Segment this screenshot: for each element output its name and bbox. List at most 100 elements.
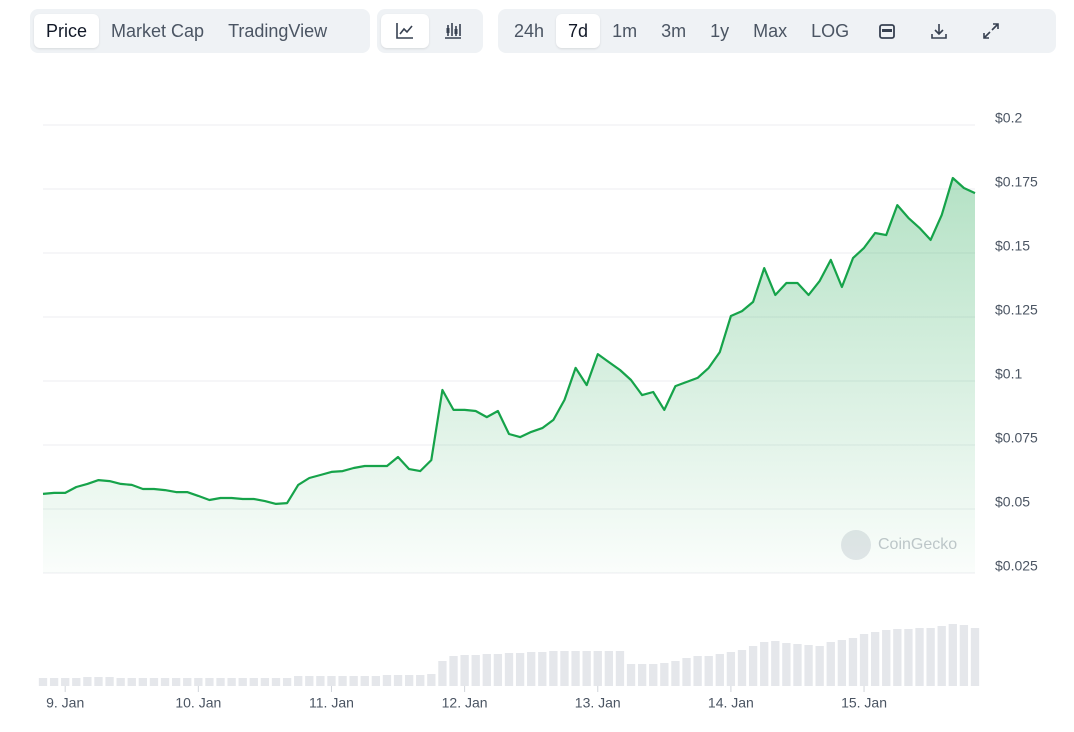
- volume-bar: [649, 664, 658, 686]
- volume-bar: [893, 629, 902, 686]
- y-tick-label: $0.05: [995, 494, 1030, 510]
- view-tab[interactable]: Price: [34, 14, 100, 48]
- view-tab[interactable]: TradingView: [228, 20, 328, 41]
- volume-bar: [305, 676, 314, 686]
- area: [43, 178, 975, 573]
- volume-bar: [660, 663, 669, 686]
- volume-bar: [549, 651, 558, 686]
- volume-bar: [826, 642, 835, 686]
- range-tab[interactable]: 24h: [514, 20, 545, 41]
- volume-bar: [637, 664, 647, 686]
- range-tab[interactable]: 7d: [556, 14, 601, 48]
- x-tick-label: 12. Jan: [442, 695, 488, 711]
- volume-bar: [593, 651, 602, 686]
- range-tabs: 24h 7d 1m 3m 1y Max LOG: [498, 9, 1056, 53]
- volume-bar: [171, 678, 181, 686]
- chart-style-tabs: [377, 9, 483, 53]
- volume-bar: [726, 652, 736, 686]
- volume-bar: [404, 675, 414, 686]
- volume-bar: [460, 655, 469, 686]
- volume-bar: [704, 656, 713, 686]
- volume-bar: [482, 654, 491, 686]
- volume-bar: [948, 624, 957, 686]
- volume-bar: [793, 644, 802, 686]
- x-tick-label: 14. Jan: [708, 695, 754, 711]
- volume-bar: [449, 656, 458, 686]
- volume-bar: [626, 664, 636, 686]
- volume-bar: [748, 646, 758, 686]
- view-tab[interactable]: Market Cap: [111, 20, 205, 41]
- x-tick-label: 15. Jan: [841, 695, 887, 711]
- y-tick-label: $0.175: [995, 174, 1038, 190]
- volume-bar: [371, 676, 381, 686]
- volume-bar: [83, 677, 92, 686]
- volume-bar: [771, 641, 780, 686]
- range-slot: 24h 7d 1m 3m 1y Max LOG: [502, 14, 861, 48]
- volume-bar: [260, 678, 270, 686]
- volume-bar: [837, 640, 847, 686]
- download-icon: [931, 24, 947, 39]
- volume-bar: [382, 675, 392, 686]
- volume-bar: [316, 676, 325, 686]
- volume-bar: [870, 632, 880, 686]
- y-tick-label: $0.075: [995, 430, 1038, 446]
- range-tab[interactable]: Max: [753, 20, 788, 41]
- volume-bar: [959, 625, 969, 686]
- volume-bar: [671, 661, 680, 686]
- candle-chart-button[interactable]: [429, 14, 477, 48]
- volume-bar: [760, 642, 769, 686]
- volume-bar: [127, 678, 136, 686]
- calendar-icon: [879, 24, 896, 39]
- volume-bar: [859, 634, 869, 686]
- volume-bar: [49, 678, 59, 686]
- volume-bar: [116, 678, 125, 686]
- range-tab[interactable]: LOG: [811, 20, 850, 41]
- volume-bar: [882, 630, 891, 686]
- watermark-logo: [841, 530, 871, 560]
- x-tick-label: 13. Jan: [575, 695, 621, 711]
- volume-bar: [282, 678, 292, 686]
- line-chart-button[interactable]: [381, 14, 429, 48]
- volume-bar: [338, 676, 347, 686]
- volume-bar: [693, 656, 702, 686]
- y-tick-label: $0.025: [995, 558, 1038, 574]
- x-tick-label: 11. Jan: [309, 695, 354, 711]
- download-button[interactable]: [913, 14, 965, 48]
- volume-bar: [560, 651, 569, 686]
- volume-bar: [194, 678, 203, 686]
- volume-bar: [38, 678, 48, 686]
- view-tabs: Price Market Cap TradingView: [30, 9, 370, 53]
- volume-bar: [582, 651, 591, 686]
- range-tab[interactable]: 1y: [710, 20, 730, 41]
- volume-bar: [515, 653, 525, 686]
- volume-bar: [926, 628, 935, 686]
- volume-bar: [249, 678, 258, 686]
- volume-bar: [471, 655, 480, 686]
- volume-bar: [493, 654, 503, 686]
- volume-bar: [527, 652, 536, 686]
- fullscreen-button[interactable]: [965, 14, 1017, 48]
- calendar-button[interactable]: [861, 14, 913, 48]
- volume-bar: [737, 650, 747, 686]
- expand-icon: [983, 23, 999, 39]
- volume-bar: [349, 676, 358, 686]
- range-tab[interactable]: 3m: [661, 20, 687, 41]
- volume-bar: [238, 678, 247, 686]
- volume-bar: [216, 678, 225, 686]
- line-icon: [396, 23, 413, 39]
- volume-bar: [94, 677, 103, 686]
- volume-bar: [105, 677, 114, 686]
- volume-bar: [393, 675, 403, 686]
- watermark: CoinGecko: [878, 536, 957, 553]
- volume-bar: [360, 676, 369, 686]
- volume-bar: [327, 676, 336, 686]
- range-tab[interactable]: 1m: [612, 20, 638, 41]
- volume-bar: [615, 651, 625, 686]
- volume-bar: [438, 661, 447, 686]
- volume-bar: [604, 651, 614, 686]
- volume-bar: [804, 645, 813, 686]
- volume-bar: [848, 638, 858, 686]
- volume-bar: [294, 676, 303, 686]
